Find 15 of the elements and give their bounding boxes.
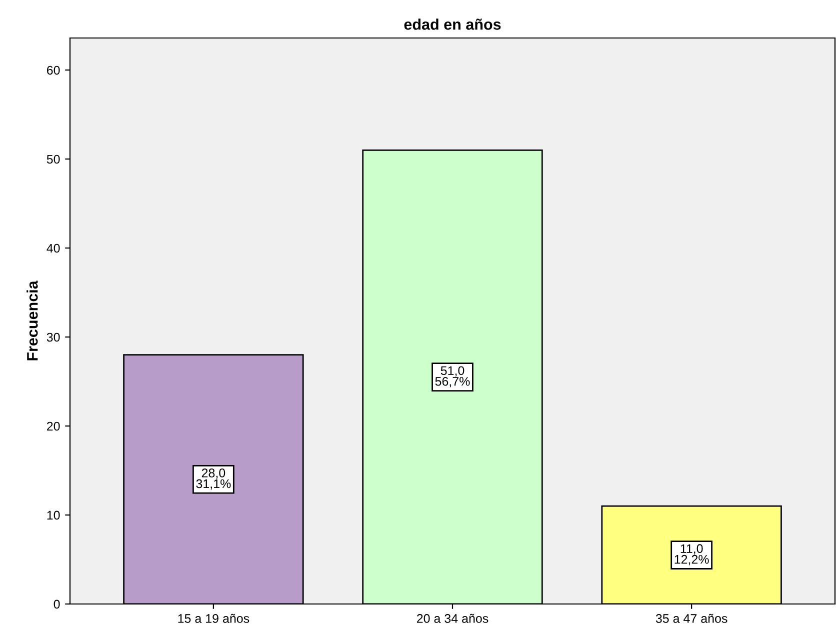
x-tick-label: 15 a 19 años <box>178 614 250 623</box>
x-tick-label: 35 a 47 años <box>656 614 728 623</box>
y-tick-label: 60 <box>47 66 60 75</box>
x-tick-label: 20 a 34 años <box>416 614 488 623</box>
y-tick-label: 40 <box>46 244 60 253</box>
chart-title: edad en años <box>404 18 501 30</box>
y-tick-label: 20 <box>47 422 60 431</box>
data-label: 11,0 12,2% <box>674 544 709 566</box>
y-tick-label: 30 <box>46 332 60 342</box>
data-label: 28,0 31,1% <box>196 468 231 490</box>
y-axis-title: Frecuencia <box>26 280 38 360</box>
y-tick-label: 10 <box>47 510 60 520</box>
data-label: 51,0 56,7% <box>435 366 470 388</box>
y-tick-label: 50 <box>46 154 60 164</box>
y-tick-label: 0 <box>54 600 60 609</box>
